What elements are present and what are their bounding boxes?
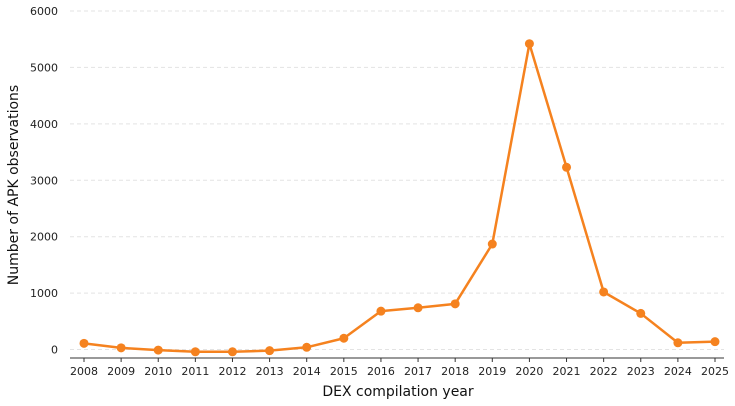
y-tick-label: 2000: [30, 231, 58, 244]
data-point-2009: [116, 343, 126, 353]
y-tick-label: 6000: [30, 5, 58, 18]
data-point-2008: [79, 338, 89, 348]
x-axis-title: DEX compilation year: [322, 384, 474, 400]
data-point-2018: [450, 299, 460, 309]
data-point-2022: [599, 287, 609, 297]
data-point-2023: [636, 308, 646, 318]
data-point-2021: [562, 162, 572, 172]
y-axis-title: Number of APK observations: [6, 85, 22, 285]
y-tick-label: 4000: [30, 118, 58, 131]
x-tick-label: 2011: [181, 365, 209, 378]
data-point-2017: [413, 303, 423, 313]
series-group: [79, 39, 720, 357]
x-tick-label: 2008: [70, 365, 98, 378]
x-tick-label: 2013: [256, 365, 284, 378]
x-tick-label: 2012: [218, 365, 246, 378]
y-tick-label: 0: [51, 344, 58, 357]
data-point-2025: [710, 337, 720, 347]
x-tick-label: 2019: [478, 365, 506, 378]
data-point-2014: [302, 342, 312, 352]
y-tick-label: 3000: [30, 174, 58, 187]
x-tick-label: 2016: [367, 365, 395, 378]
x-tick-label: 2022: [590, 365, 618, 378]
data-point-2015: [339, 333, 349, 343]
data-point-2012: [227, 347, 237, 357]
x-tick-label: 2018: [441, 365, 469, 378]
x-tick-label: 2021: [553, 365, 581, 378]
x-tick-label: 2015: [330, 365, 358, 378]
x-tick-label: 2014: [293, 365, 321, 378]
x-tick-label: 2025: [701, 365, 729, 378]
y-axis-ticks: 0 1000 2000 3000 4000 5000 6000: [30, 5, 58, 357]
data-point-2016: [376, 306, 386, 316]
series-line: [83, 42, 716, 354]
x-tick-label: 2017: [404, 365, 432, 378]
grid-lines: [70, 10, 724, 351]
data-point-2011: [190, 347, 200, 357]
x-tick-label: 2009: [107, 365, 135, 378]
data-point-2024: [673, 338, 683, 348]
data-point-2010: [153, 345, 163, 355]
data-point-2013: [265, 346, 275, 356]
data-point-2020: [524, 39, 534, 49]
x-axis-ticks: 2008 2009 2010 2011 2012 2013 2014 2015 2016 2017…: [70, 358, 729, 378]
x-tick-label: 2020: [515, 365, 543, 378]
data-point-2019: [487, 239, 497, 249]
x-tick-label: 2023: [627, 365, 655, 378]
x-tick-label: 2010: [144, 365, 172, 378]
x-tick-label: 2024: [664, 365, 692, 378]
y-tick-label: 1000: [30, 287, 58, 300]
y-tick-label: 5000: [30, 61, 58, 74]
